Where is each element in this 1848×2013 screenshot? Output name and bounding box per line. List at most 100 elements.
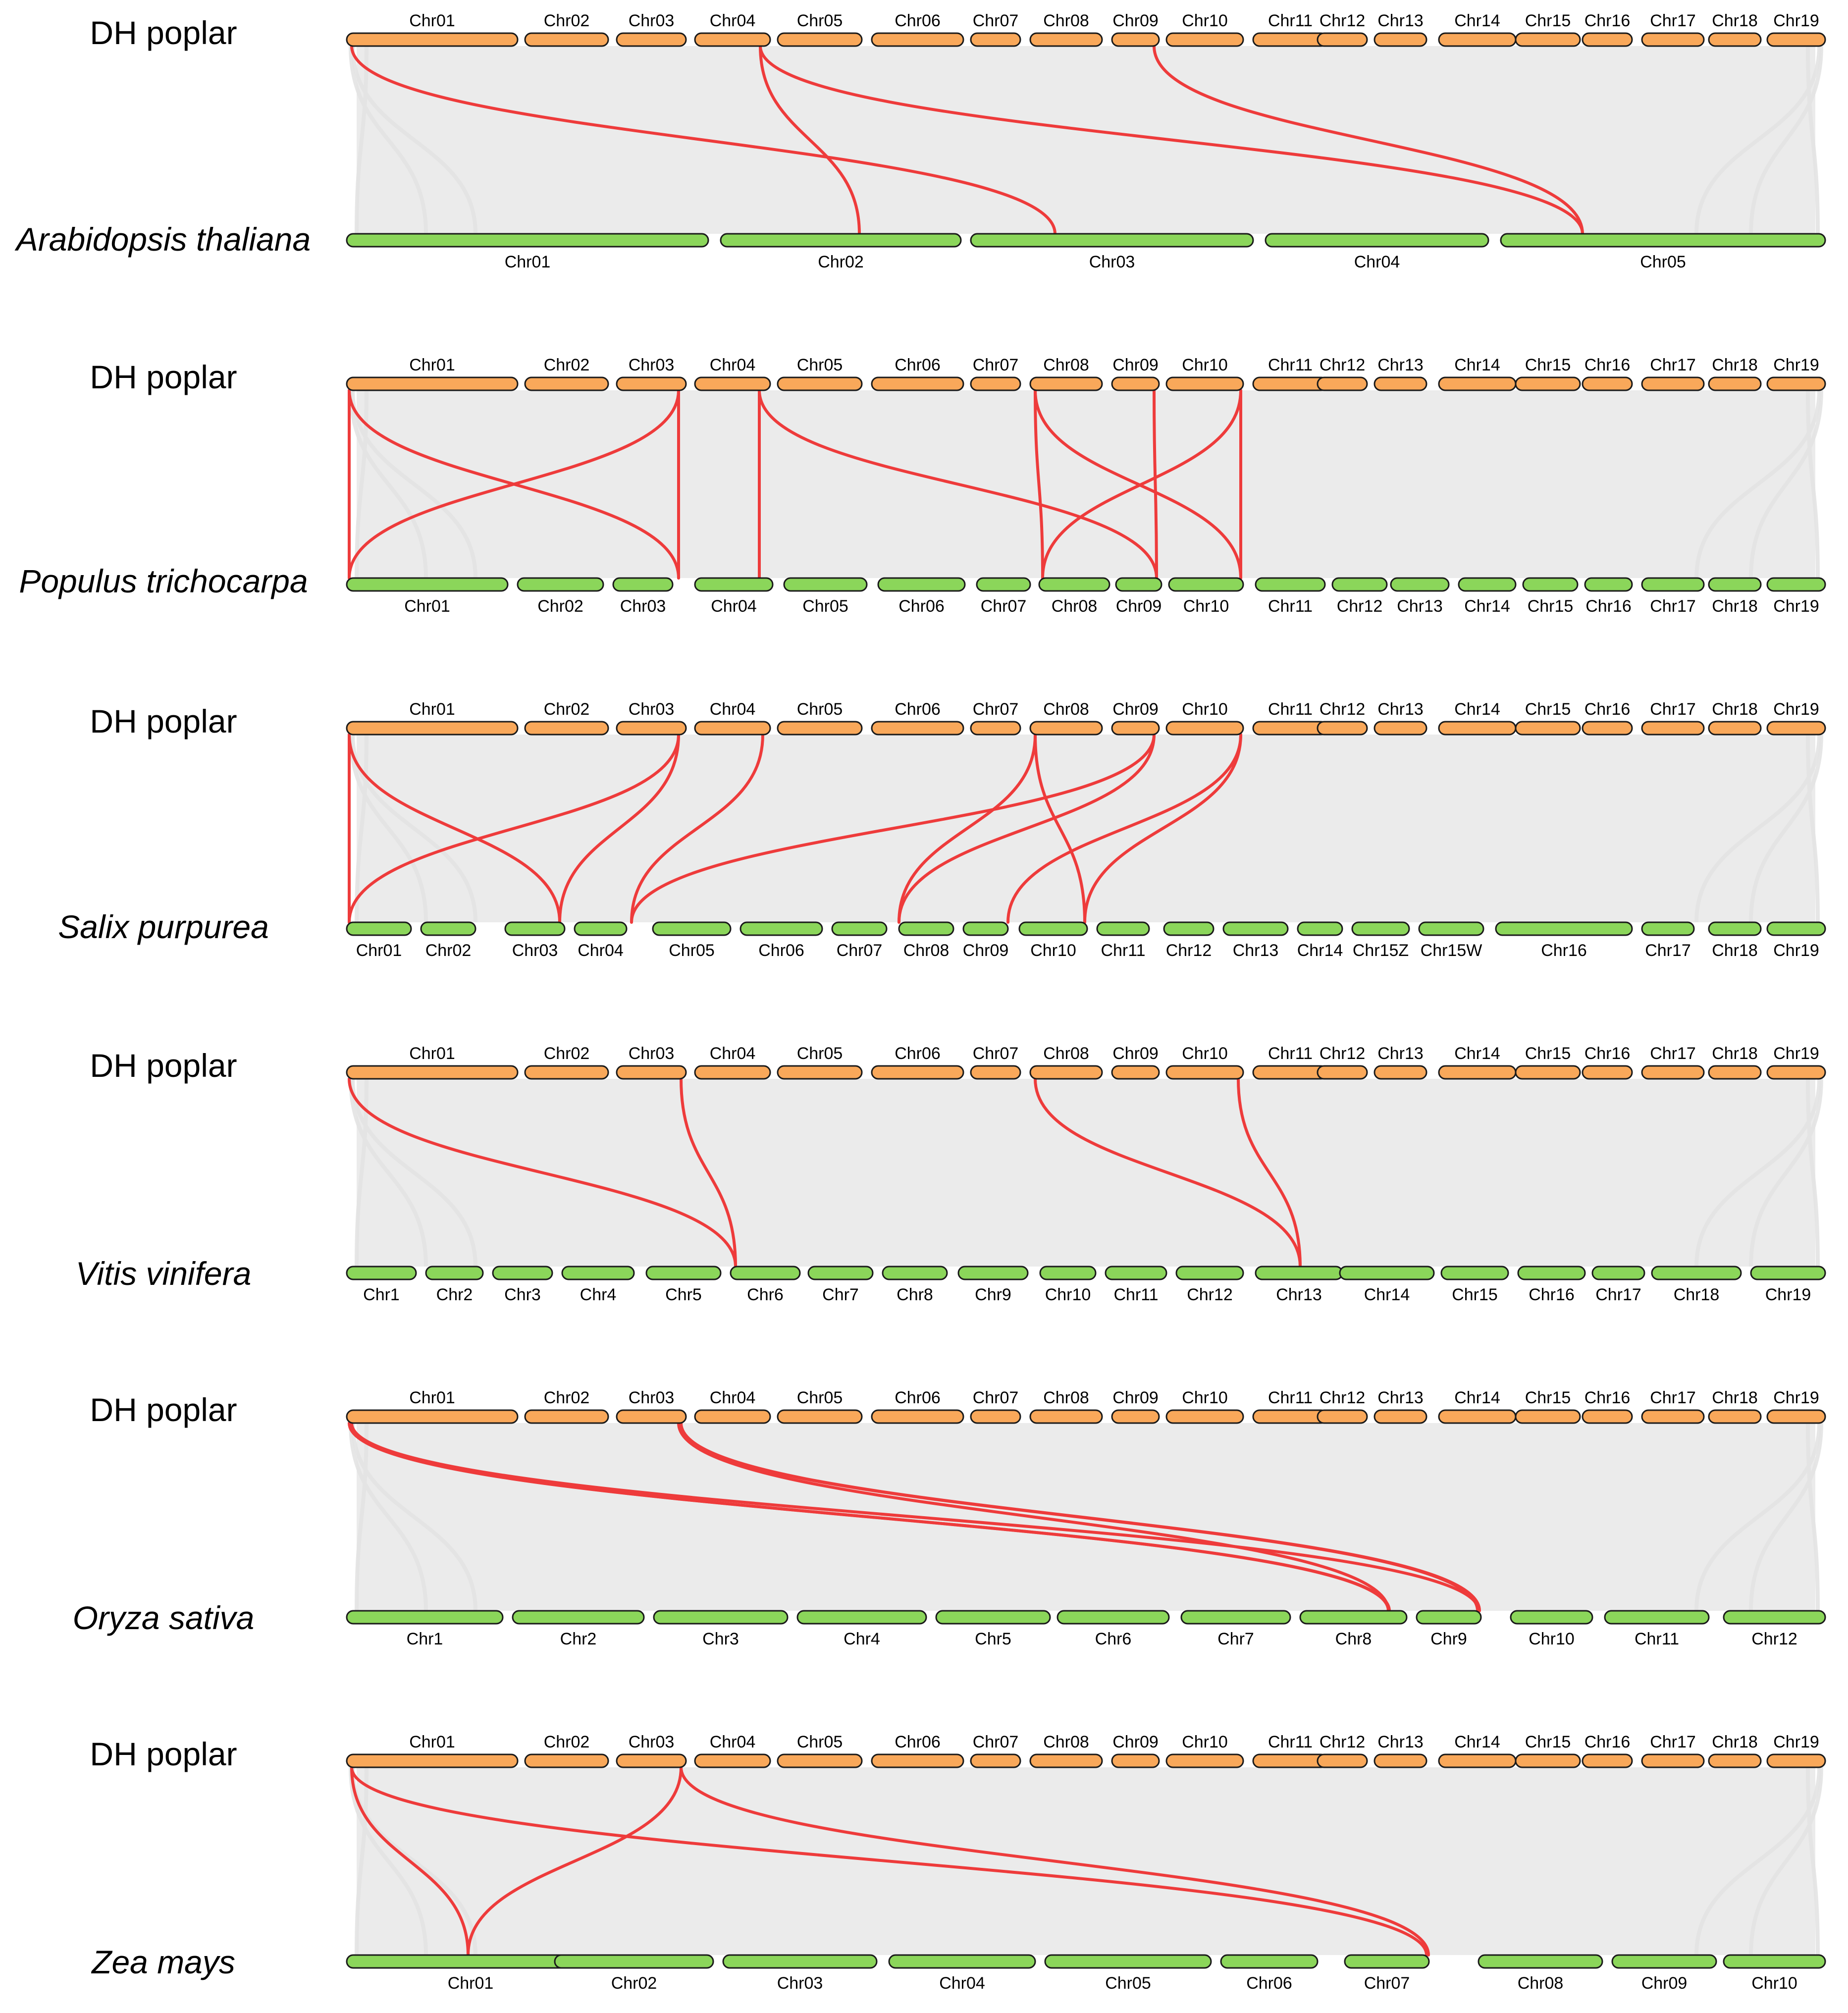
target-chromosome-chr18 <box>1708 577 1762 592</box>
target-chromosome-chr2 <box>512 1610 645 1625</box>
reference-chromosome-chr11 <box>1252 721 1328 736</box>
synteny-link <box>350 45 1056 235</box>
reference-chromosome-chr05 <box>777 1753 863 1768</box>
reference-chromosome-chr04 <box>694 1065 771 1080</box>
target-chromosome-chr10 <box>1018 921 1088 936</box>
reference-chromosome-label: Chr10 <box>1182 700 1228 719</box>
target-chromosome-label: Chr03 <box>512 941 558 960</box>
target-chromosome-label: Chr8 <box>897 1285 933 1304</box>
reference-chromosome-chr05 <box>777 32 863 47</box>
reference-chromosome-chr12 <box>1317 721 1368 736</box>
reference-chromosome-label: Chr04 <box>710 700 756 719</box>
target-chromosome-chr16 <box>1517 1266 1586 1280</box>
target-chromosome-row-4: Chr1 Chr2 Chr3 Chr4 Chr5 Chr6 Chr7 Chr8 Chr9 Chr1… <box>346 1266 1826 1304</box>
reference-chromosome-chr15 <box>1515 1753 1581 1768</box>
reference-chromosome-label: Chr09 <box>1112 1733 1159 1751</box>
target-chromosome-chr14 <box>1297 921 1343 936</box>
reference-chromosome-label: Chr01 <box>409 1388 455 1407</box>
reference-chromosome-chr14 <box>1438 1753 1517 1768</box>
background-synteny-2 <box>349 390 1823 579</box>
reference-chromosome-chr09 <box>1111 1753 1160 1768</box>
target-chromosome-label: Chr01 <box>505 253 551 271</box>
target-chromosome-label: Chr3 <box>504 1285 541 1304</box>
reference-chromosome-chr09 <box>1111 721 1160 736</box>
reference-chromosome-chr15 <box>1515 1065 1581 1080</box>
reference-chromosome-chr11 <box>1252 376 1328 391</box>
reference-chromosome-label: Chr10 <box>1182 356 1228 374</box>
target-chromosome-chr02 <box>517 577 604 592</box>
target-chromosome-label: Chr14 <box>1364 1285 1410 1304</box>
reference-chromosome-label: Chr07 <box>973 1388 1019 1407</box>
target-chromosome-chr7 <box>807 1266 874 1280</box>
target-chromosome-chr14 <box>1458 577 1517 592</box>
target-chromosome-label: Chr18 <box>1712 597 1758 616</box>
reference-chromosome-label: Chr11 <box>1268 1733 1313 1751</box>
reference-chromosome-label: Chr13 <box>1377 700 1424 719</box>
target-chromosome-label: Chr19 <box>1773 597 1819 616</box>
reference-chromosome-chr15 <box>1515 376 1581 391</box>
synteny-curve <box>1694 1767 1821 1956</box>
target-chromosome-chr01 <box>346 921 412 936</box>
reference-chromosome-chr05 <box>777 1065 863 1080</box>
reference-chromosome-chr02 <box>524 721 609 736</box>
highlight-links-1 <box>350 45 1584 235</box>
reference-chromosome-label: Chr11 <box>1268 356 1313 374</box>
reference-chromosome-chr15 <box>1515 32 1581 47</box>
target-chromosome-label: Chr04 <box>1354 253 1400 271</box>
reference-chromosome-label: Chr09 <box>1112 1044 1159 1063</box>
target-chromosome-label: Chr10 <box>1529 1630 1575 1648</box>
reference-chromosome-label: Chr03 <box>629 700 675 719</box>
target-chromosome-chr13 <box>1222 921 1289 936</box>
synteny-curve <box>1694 46 1821 234</box>
synteny-link <box>1034 733 1086 924</box>
reference-chromosome-label: Chr03 <box>629 1044 675 1063</box>
reference-chromosome-label: Chr11 <box>1268 1044 1313 1063</box>
target-chromosome-row-6: Chr01 Chr02 Chr03 Chr04 Chr05 Chr06 Chr07 Chr08… <box>346 1954 1826 1993</box>
reference-chromosome-label: Chr10 <box>1182 1388 1228 1407</box>
reference-chromosome-row-3: Chr01 Chr02 Chr03 Chr04 Chr05 Chr06 Chr07 Chr08… <box>346 700 1826 736</box>
target-chromosome-label: Chr15W <box>1421 941 1482 960</box>
synteny-link <box>348 733 561 924</box>
reference-chromosome-chr01 <box>346 376 519 391</box>
synteny-link <box>759 45 1584 235</box>
target-chromosome-label: Chr7 <box>822 1285 859 1304</box>
reference-chromosome-chr01 <box>346 1409 519 1424</box>
reference-chromosome-label: Chr08 <box>1043 1388 1089 1407</box>
reference-chromosome-label: Chr15 <box>1525 1044 1571 1063</box>
target-chromosome-label: Chr01 <box>356 941 402 960</box>
reference-chromosome-chr18 <box>1708 1753 1762 1768</box>
reference-chromosome-chr03 <box>616 721 687 736</box>
reference-chromosome-chr07 <box>970 721 1021 736</box>
target-chromosome-chr5 <box>935 1610 1051 1625</box>
target-chromosome-label: Chr12 <box>1166 941 1212 960</box>
target-chromosome-label: Chr1 <box>363 1285 400 1304</box>
target-chromosome-label: Chr11 <box>1113 1285 1158 1304</box>
target-chromosome-chr2 <box>425 1266 484 1280</box>
reference-chromosome-chr11 <box>1252 32 1328 47</box>
reference-chromosome-chr11 <box>1252 1409 1328 1424</box>
target-chromosome-chr6 <box>730 1266 801 1280</box>
reference-chromosome-chr18 <box>1708 376 1762 391</box>
reference-chromosome-label: Chr17 <box>1650 700 1696 719</box>
reference-chromosome-label: Chr05 <box>797 11 843 30</box>
reference-chromosome-label: Chr02 <box>544 356 590 374</box>
target-chromosome-chr05 <box>1044 1954 1212 1969</box>
target-chromosome-label: Chr04 <box>711 597 757 616</box>
reference-chromosome-label: Chr10 <box>1182 1044 1228 1063</box>
reference-chromosome-chr01 <box>346 32 519 47</box>
reference-chromosome-chr14 <box>1438 1409 1517 1424</box>
target-chromosome-label: Chr08 <box>903 941 950 960</box>
reference-chromosome-chr19 <box>1766 32 1826 47</box>
target-chromosome-label: Chr16 <box>1529 1285 1575 1304</box>
synteny-link <box>680 1077 737 1268</box>
reference-chromosome-chr07 <box>970 1065 1021 1080</box>
reference-chromosome-chr13 <box>1373 1409 1427 1424</box>
highlight-links-6 <box>350 1766 1430 1957</box>
target-chromosome-label: Chr18 <box>1674 1285 1720 1304</box>
reference-chromosome-label: Chr04 <box>710 1044 756 1063</box>
target-chromosome-chr09 <box>962 921 1009 936</box>
target-chromosome-label: Chr06 <box>898 597 945 616</box>
target-chromosome-chr04 <box>1265 233 1489 248</box>
target-chromosome-chr06 <box>1220 1954 1319 1969</box>
